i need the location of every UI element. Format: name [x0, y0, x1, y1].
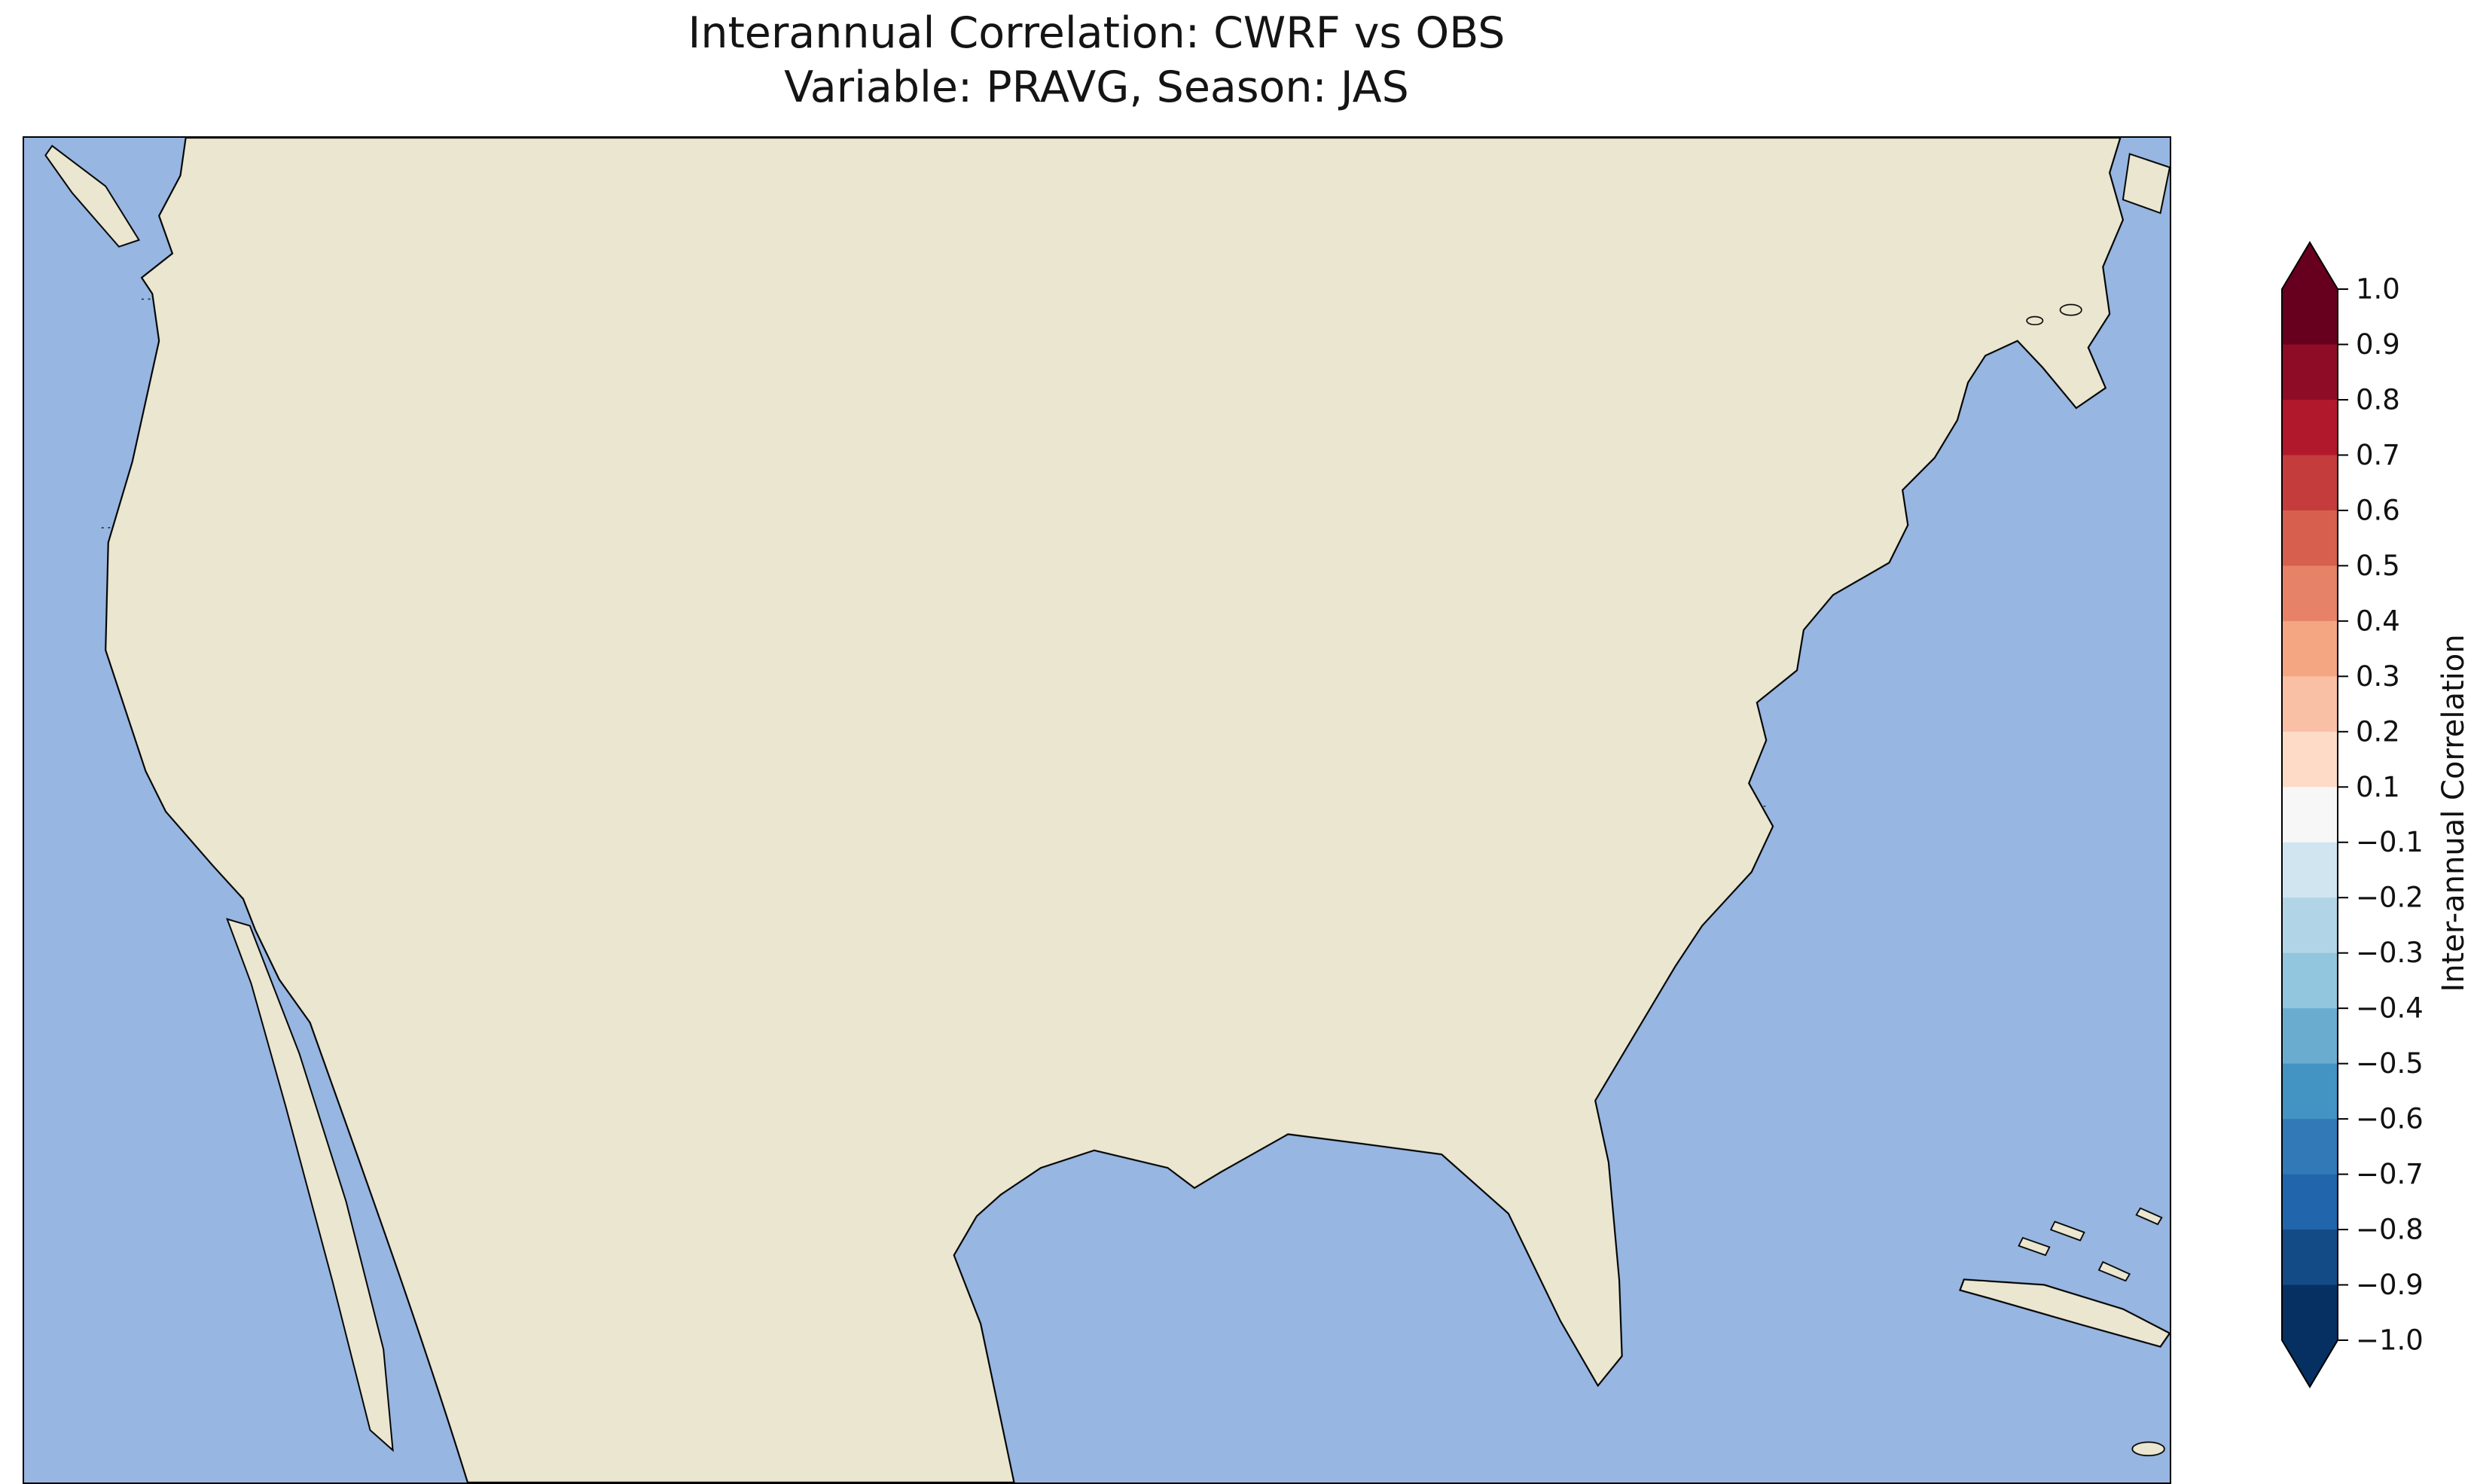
colorbar-band	[2282, 1008, 2338, 1065]
colorbar-extend-over	[2282, 242, 2338, 289]
vancouver-island	[44, 145, 141, 248]
figure-title-line1: Interannual Correlation: CWRF vs OBS	[688, 8, 1505, 58]
colorbar-tick-label: 0.8	[2356, 383, 2400, 416]
colorbar-band	[2282, 897, 2338, 954]
colorbar-tick-label: 0.3	[2356, 660, 2400, 693]
map-axes	[23, 136, 2171, 1484]
colorbar-tick-label: −0.7	[2356, 1158, 2424, 1190]
colorbar-tick-label: 0.5	[2356, 550, 2400, 582]
colorbar-band	[2282, 1063, 2338, 1120]
colorbar-band	[2282, 289, 2338, 346]
map-canvas	[24, 138, 2170, 1482]
colorbar-tick-label: −0.1	[2356, 826, 2424, 858]
colorbar-tick-label: −0.8	[2356, 1214, 2424, 1246]
colorbar-tick-label: 0.2	[2356, 715, 2400, 748]
colorbar-tick-label: 0.1	[2356, 771, 2400, 803]
colorbar-tick-label: −0.4	[2356, 992, 2424, 1025]
colorbar-band	[2282, 620, 2338, 678]
colorbar-tick-label: 1.0	[2356, 273, 2400, 306]
colorbar-band	[2282, 676, 2338, 733]
colorbar-band	[2282, 510, 2338, 567]
baja-california	[226, 918, 394, 1452]
colorbar-tick-label: 0.6	[2356, 494, 2400, 526]
colorbar-band	[2282, 1284, 2338, 1341]
colorbar-bands	[2282, 289, 2338, 1341]
colorbar-tick-label: −0.6	[2356, 1103, 2424, 1135]
colorbar-band	[2282, 1230, 2338, 1286]
colorbar-band	[2282, 842, 2338, 899]
colorbar-tick-label: −0.5	[2356, 1047, 2424, 1080]
colorbar: 1.0 0.9 0.8 0.7 0.6 0.5 0.4 0.3 0.2 0.1 −0.1 −0.2 −0…	[2281, 241, 2424, 1388]
cuba-island	[1959, 1278, 2170, 1348]
colorbar-tick-label: −1.0	[2356, 1324, 2424, 1357]
colorbar-band	[2282, 1119, 2338, 1175]
colorbar-tick-label: 0.9	[2356, 328, 2400, 361]
colorbar-band	[2282, 399, 2338, 456]
colorbar-band	[2282, 565, 2338, 622]
colorbar-band	[2282, 731, 2338, 788]
colorbar-label: Inter-annual Correlation	[2436, 634, 2471, 992]
colorbar-tick-label: 0.7	[2356, 439, 2400, 471]
colorbar-band	[2282, 787, 2338, 843]
jamaica-island	[2131, 1441, 2165, 1457]
colorbar-tick-label: −0.3	[2356, 937, 2424, 969]
colorbar-band	[2282, 952, 2338, 1009]
colorbar-band	[2282, 455, 2338, 511]
figure-title-line2: Variable: PRAVG, Season: JAS	[784, 62, 1409, 112]
bahamas-islands	[2018, 1207, 2163, 1282]
colorbar-tick-label: 0.4	[2356, 605, 2400, 637]
colorbar-band	[2282, 1174, 2338, 1230]
colorbar-band	[2282, 344, 2338, 401]
figure-title: Interannual Correlation: CWRF vs OBS Var…	[688, 6, 1505, 114]
newfoundland-island	[2122, 153, 2170, 215]
colorbar-tick-label: −0.2	[2356, 882, 2424, 914]
colorbar-ticks: 1.0 0.9 0.8 0.7 0.6 0.5 0.4 0.3 0.2 0.1 −0.1 −0.2 −0…	[2338, 273, 2424, 1357]
colorbar-tick-label: −0.9	[2356, 1269, 2424, 1301]
prince-edward-island	[2059, 303, 2082, 316]
cape-breton-island	[2026, 315, 2044, 326]
colorbar-extend-under	[2282, 1340, 2338, 1387]
